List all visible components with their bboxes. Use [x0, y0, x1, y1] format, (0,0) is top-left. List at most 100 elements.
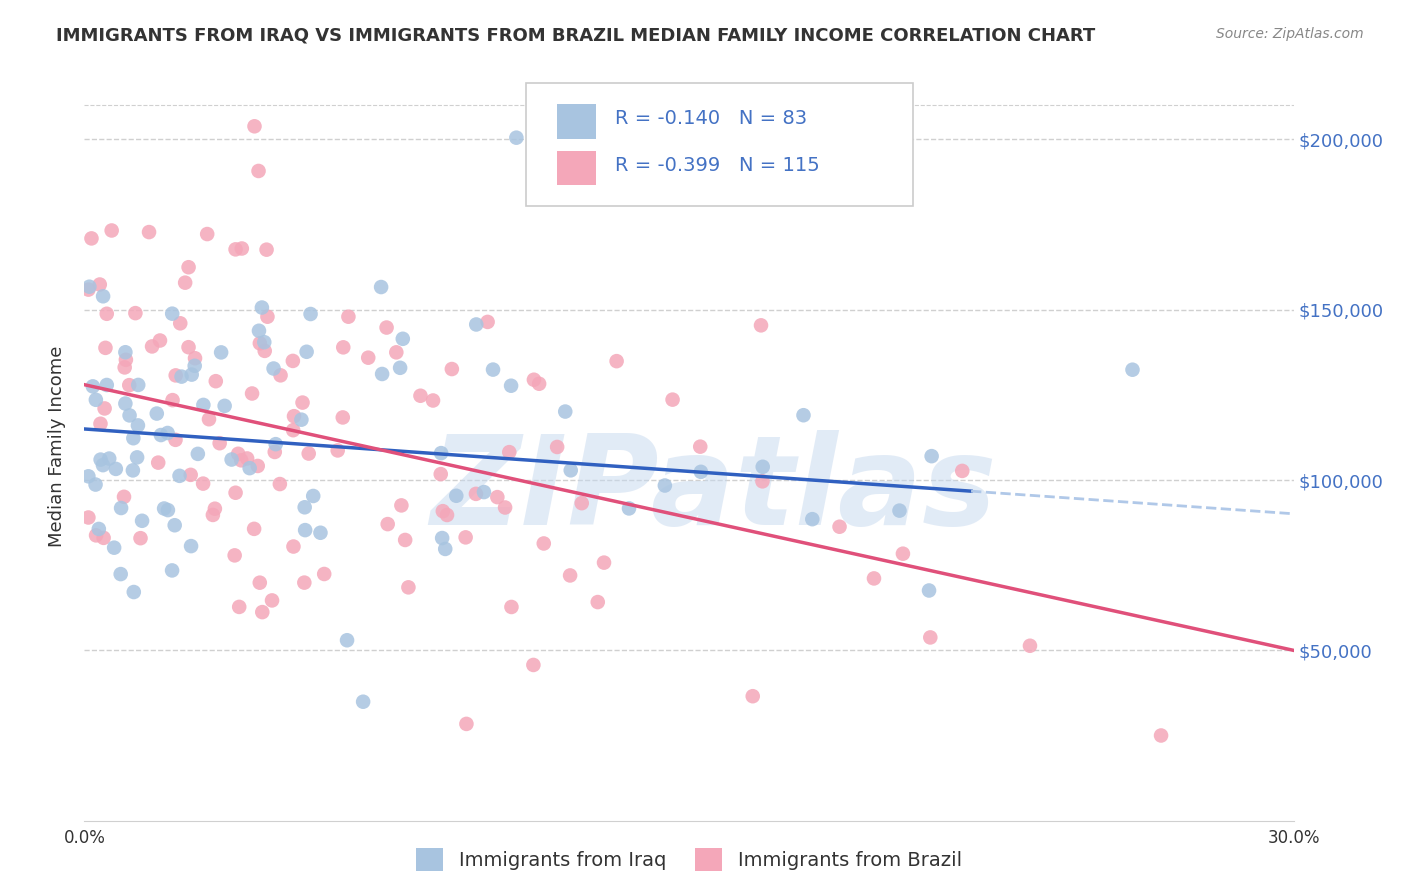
Point	[82, 379, 104, 393]
Point	[177, 340, 200, 354]
Point	[801, 512, 824, 526]
Point	[326, 443, 349, 458]
FancyBboxPatch shape	[526, 83, 912, 206]
Point	[91, 289, 114, 303]
Point	[208, 436, 231, 450]
Point	[465, 487, 488, 501]
Text: R = -0.399   N = 115: R = -0.399 N = 115	[616, 155, 820, 175]
Point	[554, 404, 576, 418]
Point	[198, 412, 221, 426]
Point	[236, 451, 259, 466]
Point	[263, 361, 285, 376]
Point	[792, 408, 814, 422]
Point	[472, 485, 495, 500]
Point	[180, 539, 202, 553]
Point	[110, 501, 132, 516]
Point	[505, 130, 527, 145]
Point	[436, 508, 458, 522]
Point	[377, 517, 399, 532]
Point	[89, 417, 111, 431]
Point	[294, 500, 316, 515]
Point	[477, 315, 499, 329]
Point	[389, 499, 412, 513]
Point	[454, 530, 477, 544]
Point	[122, 463, 145, 477]
Point	[243, 522, 266, 536]
Point	[77, 469, 100, 483]
Point	[114, 396, 136, 410]
Point	[751, 475, 773, 489]
Point	[465, 318, 488, 332]
Point	[239, 461, 262, 475]
Point	[654, 478, 676, 492]
Point	[370, 280, 392, 294]
Point	[950, 464, 973, 478]
Point	[270, 368, 292, 383]
Point	[87, 522, 110, 536]
Point	[661, 392, 683, 407]
Point	[243, 120, 266, 134]
Point	[225, 243, 247, 257]
Point	[124, 306, 146, 320]
Point	[165, 368, 187, 383]
Point	[146, 407, 169, 421]
Point	[149, 428, 172, 442]
Point	[77, 283, 100, 297]
Point	[371, 367, 394, 381]
Point	[337, 310, 360, 324]
Point	[114, 345, 136, 359]
Point	[283, 423, 305, 437]
Point	[456, 717, 478, 731]
Point	[165, 433, 187, 447]
Point	[77, 510, 100, 524]
Point	[224, 549, 246, 563]
Point	[193, 398, 215, 412]
Point	[103, 541, 125, 555]
Point	[149, 334, 172, 348]
Point	[98, 451, 121, 466]
Point	[231, 242, 253, 256]
Point	[260, 593, 283, 607]
Point	[741, 689, 763, 703]
Point	[281, 354, 304, 368]
Point	[523, 373, 546, 387]
Point	[93, 531, 115, 545]
Point	[560, 463, 582, 477]
Point	[247, 164, 270, 178]
Text: ZIPatlas: ZIPatlas	[430, 431, 997, 551]
Point	[221, 452, 243, 467]
Point	[80, 231, 103, 245]
Point	[129, 531, 152, 545]
Point	[127, 378, 149, 392]
Point	[283, 409, 305, 424]
Point	[294, 523, 316, 537]
Point	[104, 462, 127, 476]
Point	[751, 459, 773, 474]
Point	[204, 374, 226, 388]
Point	[209, 345, 232, 359]
Point	[96, 307, 118, 321]
Point	[522, 657, 544, 672]
Point	[494, 500, 516, 515]
Point	[250, 301, 273, 315]
Point	[191, 476, 214, 491]
Point	[375, 320, 398, 334]
Point	[269, 477, 291, 491]
Legend: Immigrants from Iraq, Immigrants from Brazil: Immigrants from Iraq, Immigrants from Br…	[408, 840, 970, 879]
Point	[357, 351, 380, 365]
Point	[89, 277, 111, 292]
Point	[180, 368, 202, 382]
Point	[446, 489, 468, 503]
Point	[309, 525, 332, 540]
Point	[593, 556, 616, 570]
Point	[391, 332, 413, 346]
Point	[298, 446, 321, 460]
Point	[689, 440, 711, 454]
Point	[112, 490, 135, 504]
Point	[828, 520, 851, 534]
Point	[169, 468, 191, 483]
Point	[247, 324, 270, 338]
Point	[177, 260, 200, 275]
Point	[249, 336, 271, 351]
Point	[122, 431, 145, 445]
